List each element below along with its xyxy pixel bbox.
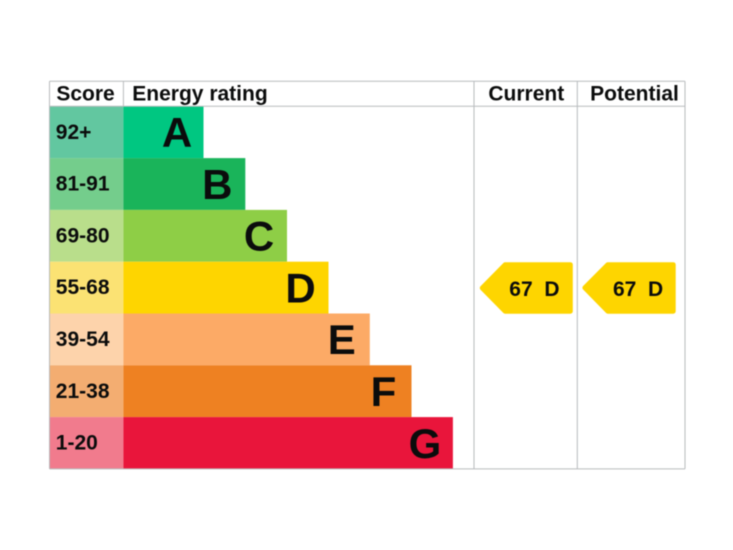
svg-text:Current: Current [488, 82, 564, 105]
svg-text:C: C [244, 213, 274, 260]
svg-text:21-38: 21-38 [56, 380, 110, 403]
svg-text:A: A [162, 109, 192, 156]
svg-text:Potential: Potential [590, 82, 679, 105]
svg-text:39-54: 39-54 [56, 328, 110, 351]
svg-text:D: D [285, 264, 315, 311]
svg-text:Score: Score [56, 82, 114, 105]
svg-text:67 D: 67 D [613, 278, 663, 301]
svg-text:Energy rating: Energy rating [132, 82, 267, 105]
svg-text:92+: 92+ [56, 121, 92, 144]
svg-text:55-68: 55-68 [56, 276, 110, 299]
svg-text:B: B [202, 161, 232, 208]
svg-text:E: E [328, 316, 356, 363]
svg-text:F: F [371, 368, 397, 415]
svg-text:69-80: 69-80 [56, 224, 110, 247]
svg-text:67 D: 67 D [509, 278, 559, 301]
svg-text:1-20: 1-20 [56, 432, 98, 455]
svg-text:G: G [409, 420, 442, 467]
svg-text:81-91: 81-91 [56, 173, 110, 196]
